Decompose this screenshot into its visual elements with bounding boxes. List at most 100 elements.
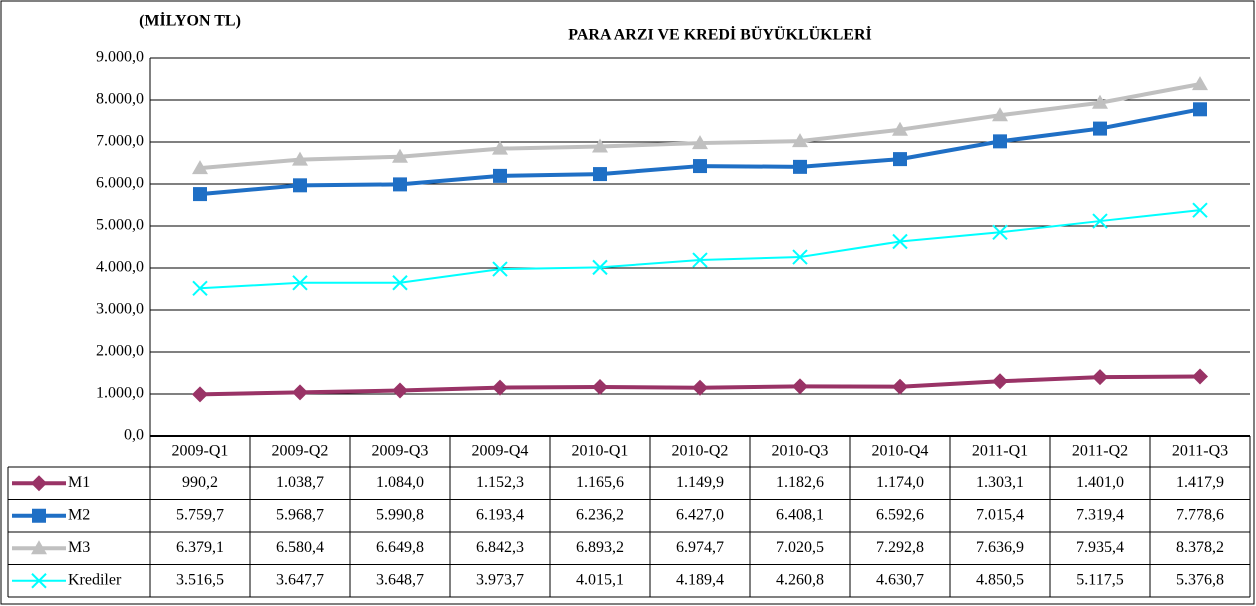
data-point: [292, 151, 308, 166]
table-value: 4.189,4: [676, 571, 724, 588]
data-point: [1193, 102, 1207, 117]
table-value: 6.236,2: [576, 506, 624, 523]
table-value: 6.379,1: [176, 539, 224, 556]
data-point: [893, 152, 907, 167]
table-value: 5.376,8: [1176, 571, 1224, 588]
table-value: 6.580,4: [276, 539, 324, 556]
table-value: 1.165,6: [576, 474, 624, 491]
chart-title: PARA ARZI VE KREDİ BÜYÜKLÜKLERİ: [568, 25, 871, 44]
y-tick-label: 3.000,0: [96, 301, 144, 318]
table-value: 3.516,5: [176, 571, 224, 588]
marker-stroke: [592, 259, 608, 276]
data-point: [192, 160, 208, 175]
table-value: 5.759,7: [176, 506, 224, 523]
table-value: 7.778,6: [1176, 506, 1224, 523]
y-tick-label: 7.000,0: [96, 133, 144, 150]
x-tick-label: 2010-Q4: [872, 443, 929, 460]
x-tick-label: 2010-Q2: [672, 443, 729, 460]
legend-marker: [31, 475, 47, 492]
data-point: [1092, 94, 1108, 109]
legend-label: M1: [68, 474, 90, 491]
data-point: [993, 134, 1007, 149]
table-value: 6.193,4: [476, 506, 524, 523]
x-tick-label: 2009-Q4: [472, 443, 529, 460]
table-value: 5.990,8: [376, 506, 424, 523]
data-point: [892, 378, 908, 395]
y-tick-label: 6.000,0: [96, 175, 144, 192]
data-point: [1192, 76, 1208, 91]
marker-stroke: [292, 275, 308, 291]
y-tick-label: 2.000,0: [96, 343, 144, 360]
data-point: [292, 384, 308, 401]
table-value: 4.850,5: [976, 571, 1024, 588]
legend-label: M2: [68, 506, 90, 523]
table-value: 1.401,0: [1076, 474, 1124, 491]
data-point: [492, 261, 508, 277]
table-value: 6.427,0: [676, 506, 724, 523]
table-value: 3.648,7: [376, 571, 424, 588]
data-point: [793, 159, 807, 174]
data-point: [493, 168, 507, 183]
data-point: [592, 138, 608, 153]
table-value: 1.417,9: [1176, 474, 1224, 491]
x-tick-label: 2010-Q3: [772, 443, 829, 460]
table-value: 990,2: [182, 474, 218, 491]
marker-stroke: [392, 275, 408, 291]
data-point: [792, 249, 808, 265]
table-value: 3.973,7: [476, 571, 524, 588]
data-point: [492, 379, 508, 396]
table-value: 1.152,3: [476, 474, 524, 491]
marker-stroke: [892, 233, 908, 250]
table-value: 7.015,4: [976, 506, 1024, 523]
data-point: [1093, 121, 1107, 136]
x-tick-label: 2011-Q1: [972, 443, 1028, 460]
table-value: 6.592,6: [876, 506, 924, 523]
marker-stroke: [192, 280, 208, 297]
x-tick-label: 2011-Q2: [1072, 443, 1128, 460]
x-tick-label: 2009-Q2: [272, 443, 329, 460]
legend-label: M3: [68, 539, 90, 556]
y-tick-label: 1.000,0: [96, 385, 144, 402]
table-value: 5.117,5: [1076, 571, 1123, 588]
marker-stroke: [31, 573, 47, 589]
data-point: [392, 275, 408, 291]
marker-stroke: [1092, 213, 1108, 229]
data-point: [792, 378, 808, 395]
table-value: 1.149,9: [676, 474, 724, 491]
data-point: [992, 224, 1008, 240]
data-point: [592, 379, 608, 396]
marker-stroke: [492, 261, 508, 277]
y-tick-label: 8.000,0: [96, 91, 144, 108]
table-value: 1.182,6: [776, 474, 824, 491]
table-value: 4.015,1: [576, 571, 624, 588]
table-value: 7.935,4: [1076, 539, 1124, 556]
data-point: [692, 252, 708, 268]
data-point: [392, 148, 408, 163]
data-point: [393, 177, 407, 192]
marker-stroke: [792, 249, 808, 265]
data-point: [492, 140, 508, 155]
table-value: 6.842,3: [476, 539, 524, 556]
table-value: 7.292,8: [876, 539, 924, 556]
data-point: [392, 382, 408, 399]
unit-label: (MİLYON TL): [139, 11, 241, 30]
data-point: [692, 135, 708, 150]
table-value: 4.260,8: [776, 571, 824, 588]
data-point: [292, 275, 308, 291]
x-tick-label: 2009-Q1: [172, 443, 229, 460]
data-point: [792, 133, 808, 148]
table-value: 6.649,8: [376, 539, 424, 556]
table-value: 6.408,1: [776, 506, 824, 523]
table-value: 1.303,1: [976, 474, 1024, 491]
data-point: [593, 167, 607, 182]
y-tick-label: 5.000,0: [96, 217, 144, 234]
table-value: 6.893,2: [576, 539, 624, 556]
x-tick-label: 2009-Q3: [372, 443, 429, 460]
table-value: 7.319,4: [1076, 506, 1124, 523]
data-point: [192, 280, 208, 297]
table-value: 7.636,9: [976, 539, 1024, 556]
y-tick-label: 9.000,0: [96, 49, 144, 66]
data-point: [1092, 213, 1108, 229]
